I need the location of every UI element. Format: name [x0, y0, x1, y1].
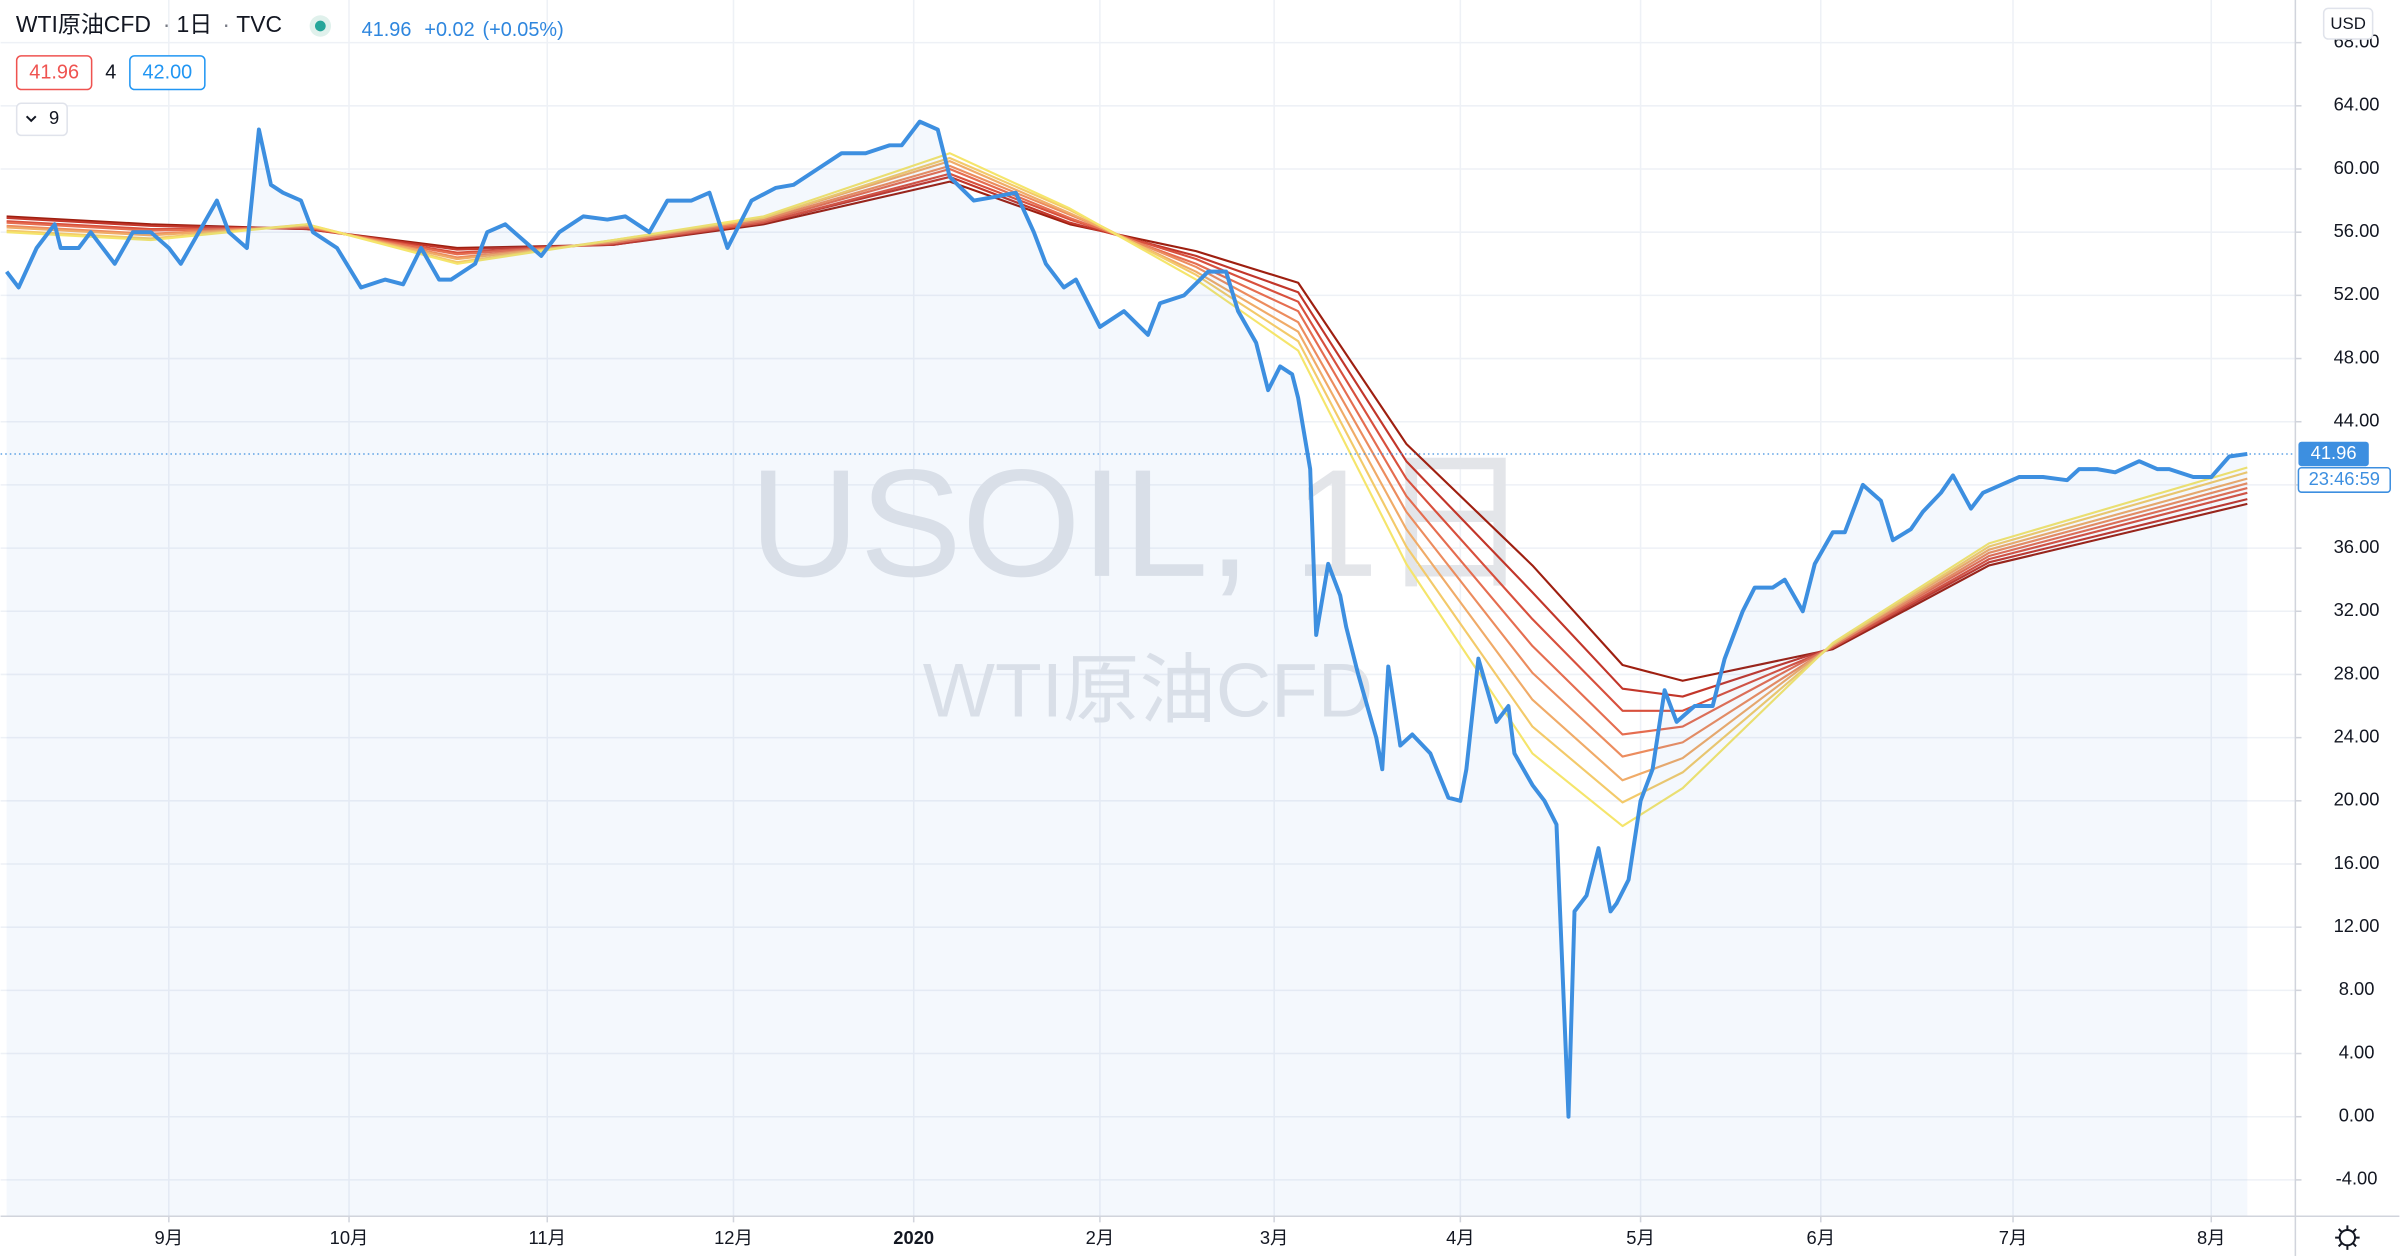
watermark-title: USOIL, 1日: [749, 439, 1531, 609]
x-tick-label: 4月: [1446, 1227, 1475, 1248]
x-tick-label: 7月: [1999, 1227, 2028, 1248]
indicator-count: 9: [49, 107, 59, 128]
ribbon-line: [6, 152, 2248, 828]
y-tick-label: 56.00: [2334, 220, 2380, 241]
countdown-tag: [2297, 466, 2391, 493]
y-tick-label: 16.00: [2334, 852, 2380, 873]
gear-teeth: [2335, 1225, 2360, 1250]
x-tick-label: 2020: [893, 1227, 934, 1248]
x-tick-label: 6月: [1807, 1227, 1836, 1248]
chevron-icon: [25, 115, 37, 123]
bid-box[interactable]: [15, 55, 93, 91]
y-tick-label: 48.00: [2334, 346, 2380, 367]
symbol: WTI原油CFD: [16, 11, 151, 37]
y-tick-label: 12.00: [2334, 915, 2380, 936]
currency: USD: [2330, 14, 2366, 33]
x-tick-label: 2月: [1086, 1227, 1115, 1248]
price-line: [5, 119, 2248, 1119]
x-tick-label: 12月: [714, 1227, 753, 1248]
x-tick-label: 3月: [1260, 1227, 1289, 1248]
y-tick-label: 28.00: [2334, 662, 2380, 683]
change: +0.02: [424, 19, 474, 41]
settings-icon[interactable]: [2335, 1225, 2360, 1250]
separator: ·: [163, 11, 171, 37]
y-tick-label: 24.00: [2334, 725, 2380, 746]
area: [6, 121, 2248, 1217]
x-tick-label: 8月: [2197, 1227, 2226, 1248]
y-tick-label: 44.00: [2334, 410, 2380, 431]
last-price-tag: [2298, 441, 2369, 467]
y-tick-label: 64.00: [2334, 94, 2380, 115]
countdown: 23:46:59: [2309, 468, 2380, 489]
indicator-toggle[interactable]: [15, 102, 68, 137]
exchange: TVC: [236, 11, 282, 37]
ribbon-line: [6, 167, 2248, 736]
y-tick-label: 0.00: [2339, 1105, 2375, 1126]
watermark-subtitle: WTI原油CFD: [923, 648, 1373, 733]
y-tick-label: 60.00: [2334, 157, 2380, 178]
change-percent: (+0.05%): [483, 19, 564, 41]
y-tick-label: 36.00: [2334, 536, 2380, 557]
y-tick-label: 8.00: [2339, 978, 2375, 999]
plot-area: [0, 119, 2296, 1217]
y-tick-label: 52.00: [2334, 283, 2380, 304]
last-price-label: 41.96: [2311, 442, 2357, 463]
x-tick-label: 5月: [1626, 1227, 1655, 1248]
interval: 1日: [177, 11, 213, 37]
y-tick-label: 4.00: [2339, 1041, 2375, 1062]
x-tick-label: 11月: [529, 1227, 566, 1248]
y-tick-label: -4.00: [2336, 1168, 2378, 1189]
currency-box[interactable]: [2322, 7, 2374, 40]
status-dot: [314, 20, 326, 32]
bid: 41.96: [29, 62, 79, 84]
grid: [0, 0, 2296, 1217]
ask-box[interactable]: [129, 55, 206, 91]
price: 41.96: [362, 19, 412, 41]
y-tick-label: 20.00: [2334, 789, 2380, 810]
price-tags: 41.96 23:46:59: [2297, 441, 2391, 493]
ribbon-line: [6, 160, 2248, 782]
spread: 4: [105, 62, 116, 84]
ask: 42.00: [142, 62, 192, 84]
y-tick-label: 32.00: [2334, 599, 2380, 620]
ribbon-line: [6, 175, 2248, 698]
x-tick-label: 9月: [155, 1227, 184, 1248]
separator: ·: [222, 11, 230, 37]
x-tick-label: 10月: [330, 1227, 369, 1248]
